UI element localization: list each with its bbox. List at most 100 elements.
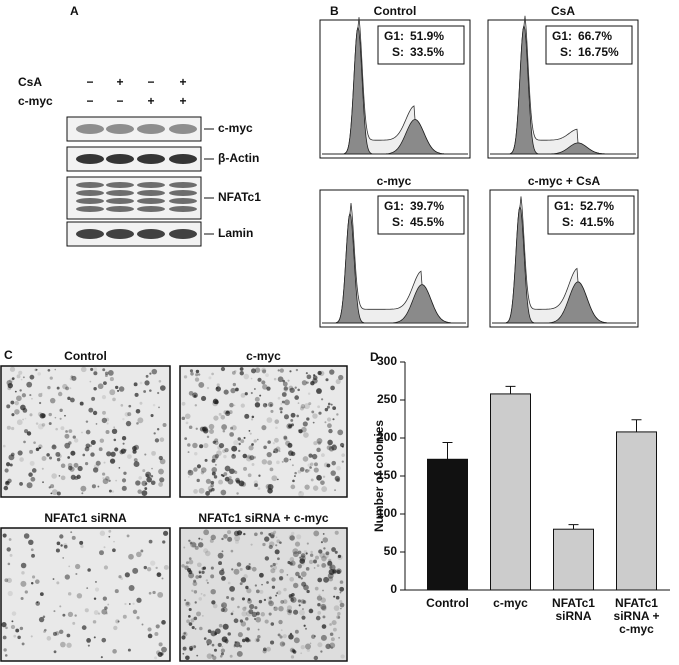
colony bbox=[194, 404, 198, 407]
colony bbox=[16, 374, 21, 379]
colony bbox=[24, 590, 28, 594]
colony bbox=[226, 410, 230, 414]
colony bbox=[322, 615, 326, 619]
bar bbox=[616, 431, 657, 591]
colony bbox=[211, 458, 216, 463]
colony bbox=[108, 489, 112, 493]
colony bbox=[211, 600, 216, 605]
colony bbox=[118, 575, 122, 579]
colony bbox=[331, 444, 338, 451]
colony bbox=[334, 489, 336, 492]
colony bbox=[317, 602, 321, 607]
colony bbox=[310, 380, 315, 386]
colony bbox=[51, 489, 58, 496]
colony bbox=[326, 405, 330, 409]
colony bbox=[259, 589, 264, 594]
colony bbox=[263, 445, 267, 450]
x-tick-label: NFATc1 siRNA bbox=[552, 596, 595, 623]
colony bbox=[203, 529, 210, 536]
colony bbox=[275, 426, 278, 430]
colony bbox=[269, 403, 273, 407]
colony bbox=[262, 369, 267, 374]
colony bbox=[265, 373, 269, 377]
histogram-g2-peak bbox=[322, 284, 466, 324]
colony bbox=[29, 394, 32, 397]
colony bbox=[155, 566, 158, 570]
band bbox=[169, 154, 197, 164]
colony bbox=[332, 418, 335, 421]
colony bbox=[143, 565, 148, 570]
colony bbox=[183, 632, 186, 635]
colony bbox=[201, 570, 205, 574]
colony bbox=[303, 403, 310, 410]
g1-value: 39.7% bbox=[410, 199, 444, 213]
colony bbox=[213, 475, 218, 479]
colony bbox=[334, 550, 338, 554]
colony bbox=[275, 544, 278, 547]
colony bbox=[250, 418, 254, 421]
colony bbox=[118, 386, 125, 392]
colony bbox=[80, 366, 87, 373]
colony bbox=[316, 564, 320, 567]
y-tick-label: 300 bbox=[377, 354, 397, 368]
colony bbox=[291, 464, 294, 467]
colony bbox=[105, 476, 110, 481]
colony bbox=[310, 462, 314, 466]
colony bbox=[338, 636, 341, 639]
colony bbox=[193, 467, 198, 472]
colony bbox=[237, 632, 243, 638]
colony bbox=[120, 404, 124, 407]
colony bbox=[188, 645, 194, 651]
colony bbox=[248, 429, 251, 432]
colony bbox=[35, 368, 38, 371]
colony bbox=[20, 378, 23, 381]
colony bbox=[69, 377, 73, 381]
colony bbox=[1, 622, 7, 628]
colony bbox=[289, 387, 295, 393]
blot-label: β-Actin bbox=[218, 151, 259, 165]
colony bbox=[259, 531, 264, 535]
colony bbox=[29, 374, 35, 380]
colony bbox=[181, 416, 186, 421]
colony bbox=[254, 402, 261, 408]
colony bbox=[312, 421, 315, 424]
y-tick-label: 50 bbox=[384, 544, 398, 558]
colony bbox=[103, 381, 107, 386]
colony bbox=[136, 597, 142, 603]
colony bbox=[19, 482, 23, 486]
colony bbox=[276, 590, 282, 595]
colony bbox=[203, 593, 206, 597]
colony bbox=[277, 369, 280, 372]
colony bbox=[289, 576, 295, 582]
colony bbox=[124, 572, 130, 578]
colony bbox=[46, 636, 52, 641]
colony bbox=[30, 582, 34, 585]
colony bbox=[114, 589, 119, 594]
colony bbox=[255, 611, 260, 616]
colony bbox=[273, 377, 277, 381]
colony bbox=[38, 446, 41, 450]
colony bbox=[108, 529, 112, 533]
colony bbox=[133, 458, 138, 462]
colony bbox=[274, 437, 279, 443]
colony bbox=[97, 485, 100, 488]
colony bbox=[328, 576, 334, 582]
colony bbox=[141, 490, 148, 496]
colony bbox=[196, 562, 202, 568]
colony bbox=[9, 463, 13, 467]
colony bbox=[144, 380, 150, 386]
colony bbox=[190, 372, 194, 376]
colony bbox=[158, 379, 162, 383]
colony bbox=[314, 586, 319, 591]
colony bbox=[313, 567, 316, 569]
colony bbox=[21, 393, 27, 398]
colony bbox=[267, 440, 271, 444]
colony bbox=[220, 652, 224, 656]
colony bbox=[188, 557, 192, 560]
colony bbox=[290, 412, 296, 418]
colony bbox=[189, 541, 193, 545]
colony bbox=[132, 609, 138, 614]
error-bar bbox=[631, 419, 642, 432]
colony bbox=[105, 612, 108, 615]
